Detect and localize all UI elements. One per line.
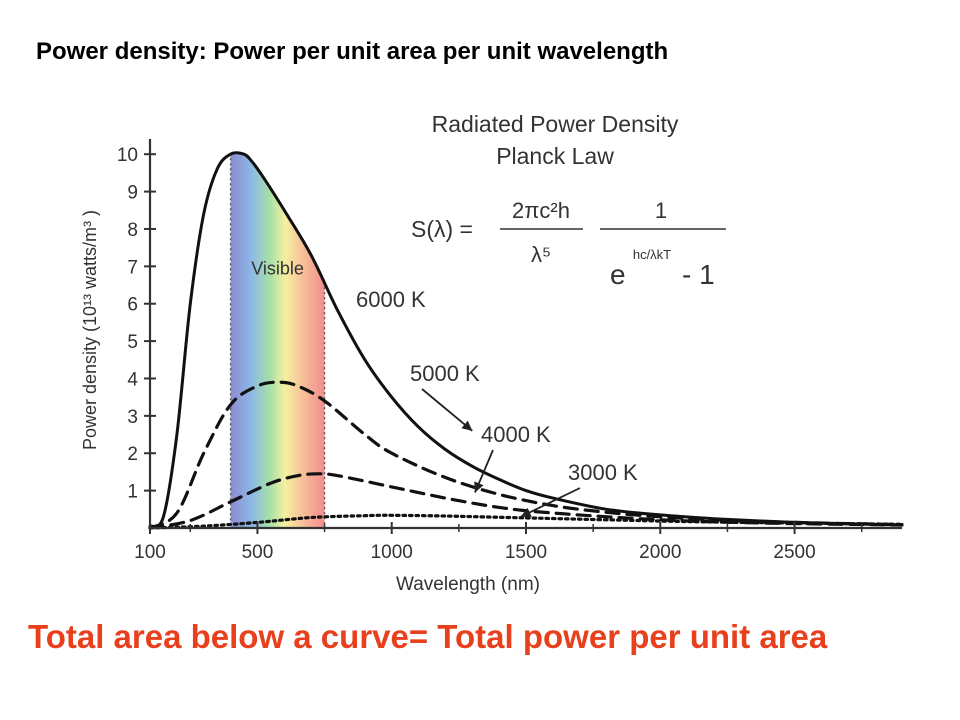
formula-numerator-right: 1 — [655, 198, 667, 223]
series-label-4000k: 4000 K — [481, 422, 551, 447]
x-tick-label: 1000 — [371, 542, 413, 563]
series-pointer-arrowhead — [520, 507, 532, 517]
visible-band-label: Visible — [251, 258, 304, 278]
y-tick-label: 6 — [127, 295, 138, 316]
series-line-6000k — [148, 151, 904, 529]
series-line-3000k — [148, 513, 904, 530]
formula-lhs: S(λ) = — [411, 216, 473, 242]
series-pointer-line — [520, 487, 581, 518]
series-pointer-arrowhead — [474, 481, 484, 493]
y-tick-label: 4 — [127, 369, 138, 390]
planck-formula: S(λ) = 2πc²h λ⁵ 1 e hc/λkT - 1 — [411, 198, 726, 290]
y-tick-label: 5 — [127, 332, 138, 353]
x-axis-label: Wavelength (nm) — [396, 574, 540, 595]
x-tick-label: 2500 — [773, 542, 815, 563]
formula-minus: - 1 — [682, 259, 715, 290]
x-tick-label: 100 — [134, 542, 166, 563]
x-tick-label: 1500 — [505, 542, 547, 563]
y-axis-label: Power density (10¹³ watts/m³ ) — [80, 210, 100, 450]
x-tick-label: 2000 — [639, 542, 681, 563]
y-tick-label: 1 — [127, 482, 138, 503]
formula-exponent: hc/λkT — [633, 247, 671, 262]
y-tick-label: 7 — [127, 257, 138, 278]
y-tick-label: 9 — [127, 183, 138, 204]
series-label-5000k: 5000 K — [410, 361, 480, 386]
visible-band — [230, 154, 325, 528]
formula-base: e — [610, 259, 626, 290]
chart-subtitle: Planck Law — [496, 143, 614, 169]
formula-denominator-left: λ⁵ — [531, 242, 551, 267]
y-tick-label: 2 — [127, 444, 138, 465]
planck-chart: Visible 1 2 3 4 5 6 7 8 9 10 100 500 1000 1500 2000 250… — [80, 111, 904, 595]
series-pointer-line — [421, 388, 473, 432]
y-tick-label: 8 — [127, 220, 138, 241]
x-tick-label: 500 — [242, 542, 274, 563]
series-pointer-arrowhead — [461, 420, 473, 431]
y-tick-label: 3 — [127, 407, 138, 428]
chart-title: Radiated Power Density — [432, 111, 679, 137]
slide-footer: Total area below a curve= Total power pe… — [28, 618, 828, 655]
series-line-5000k — [148, 380, 904, 530]
series-label-6000k: 6000 K — [356, 287, 426, 312]
y-tick-label: 10 — [117, 145, 138, 166]
series-label-3000k: 3000 K — [568, 460, 638, 485]
slide-heading: Power density: Power per unit area per u… — [36, 38, 669, 65]
formula-numerator-left: 2πc²h — [512, 198, 570, 223]
